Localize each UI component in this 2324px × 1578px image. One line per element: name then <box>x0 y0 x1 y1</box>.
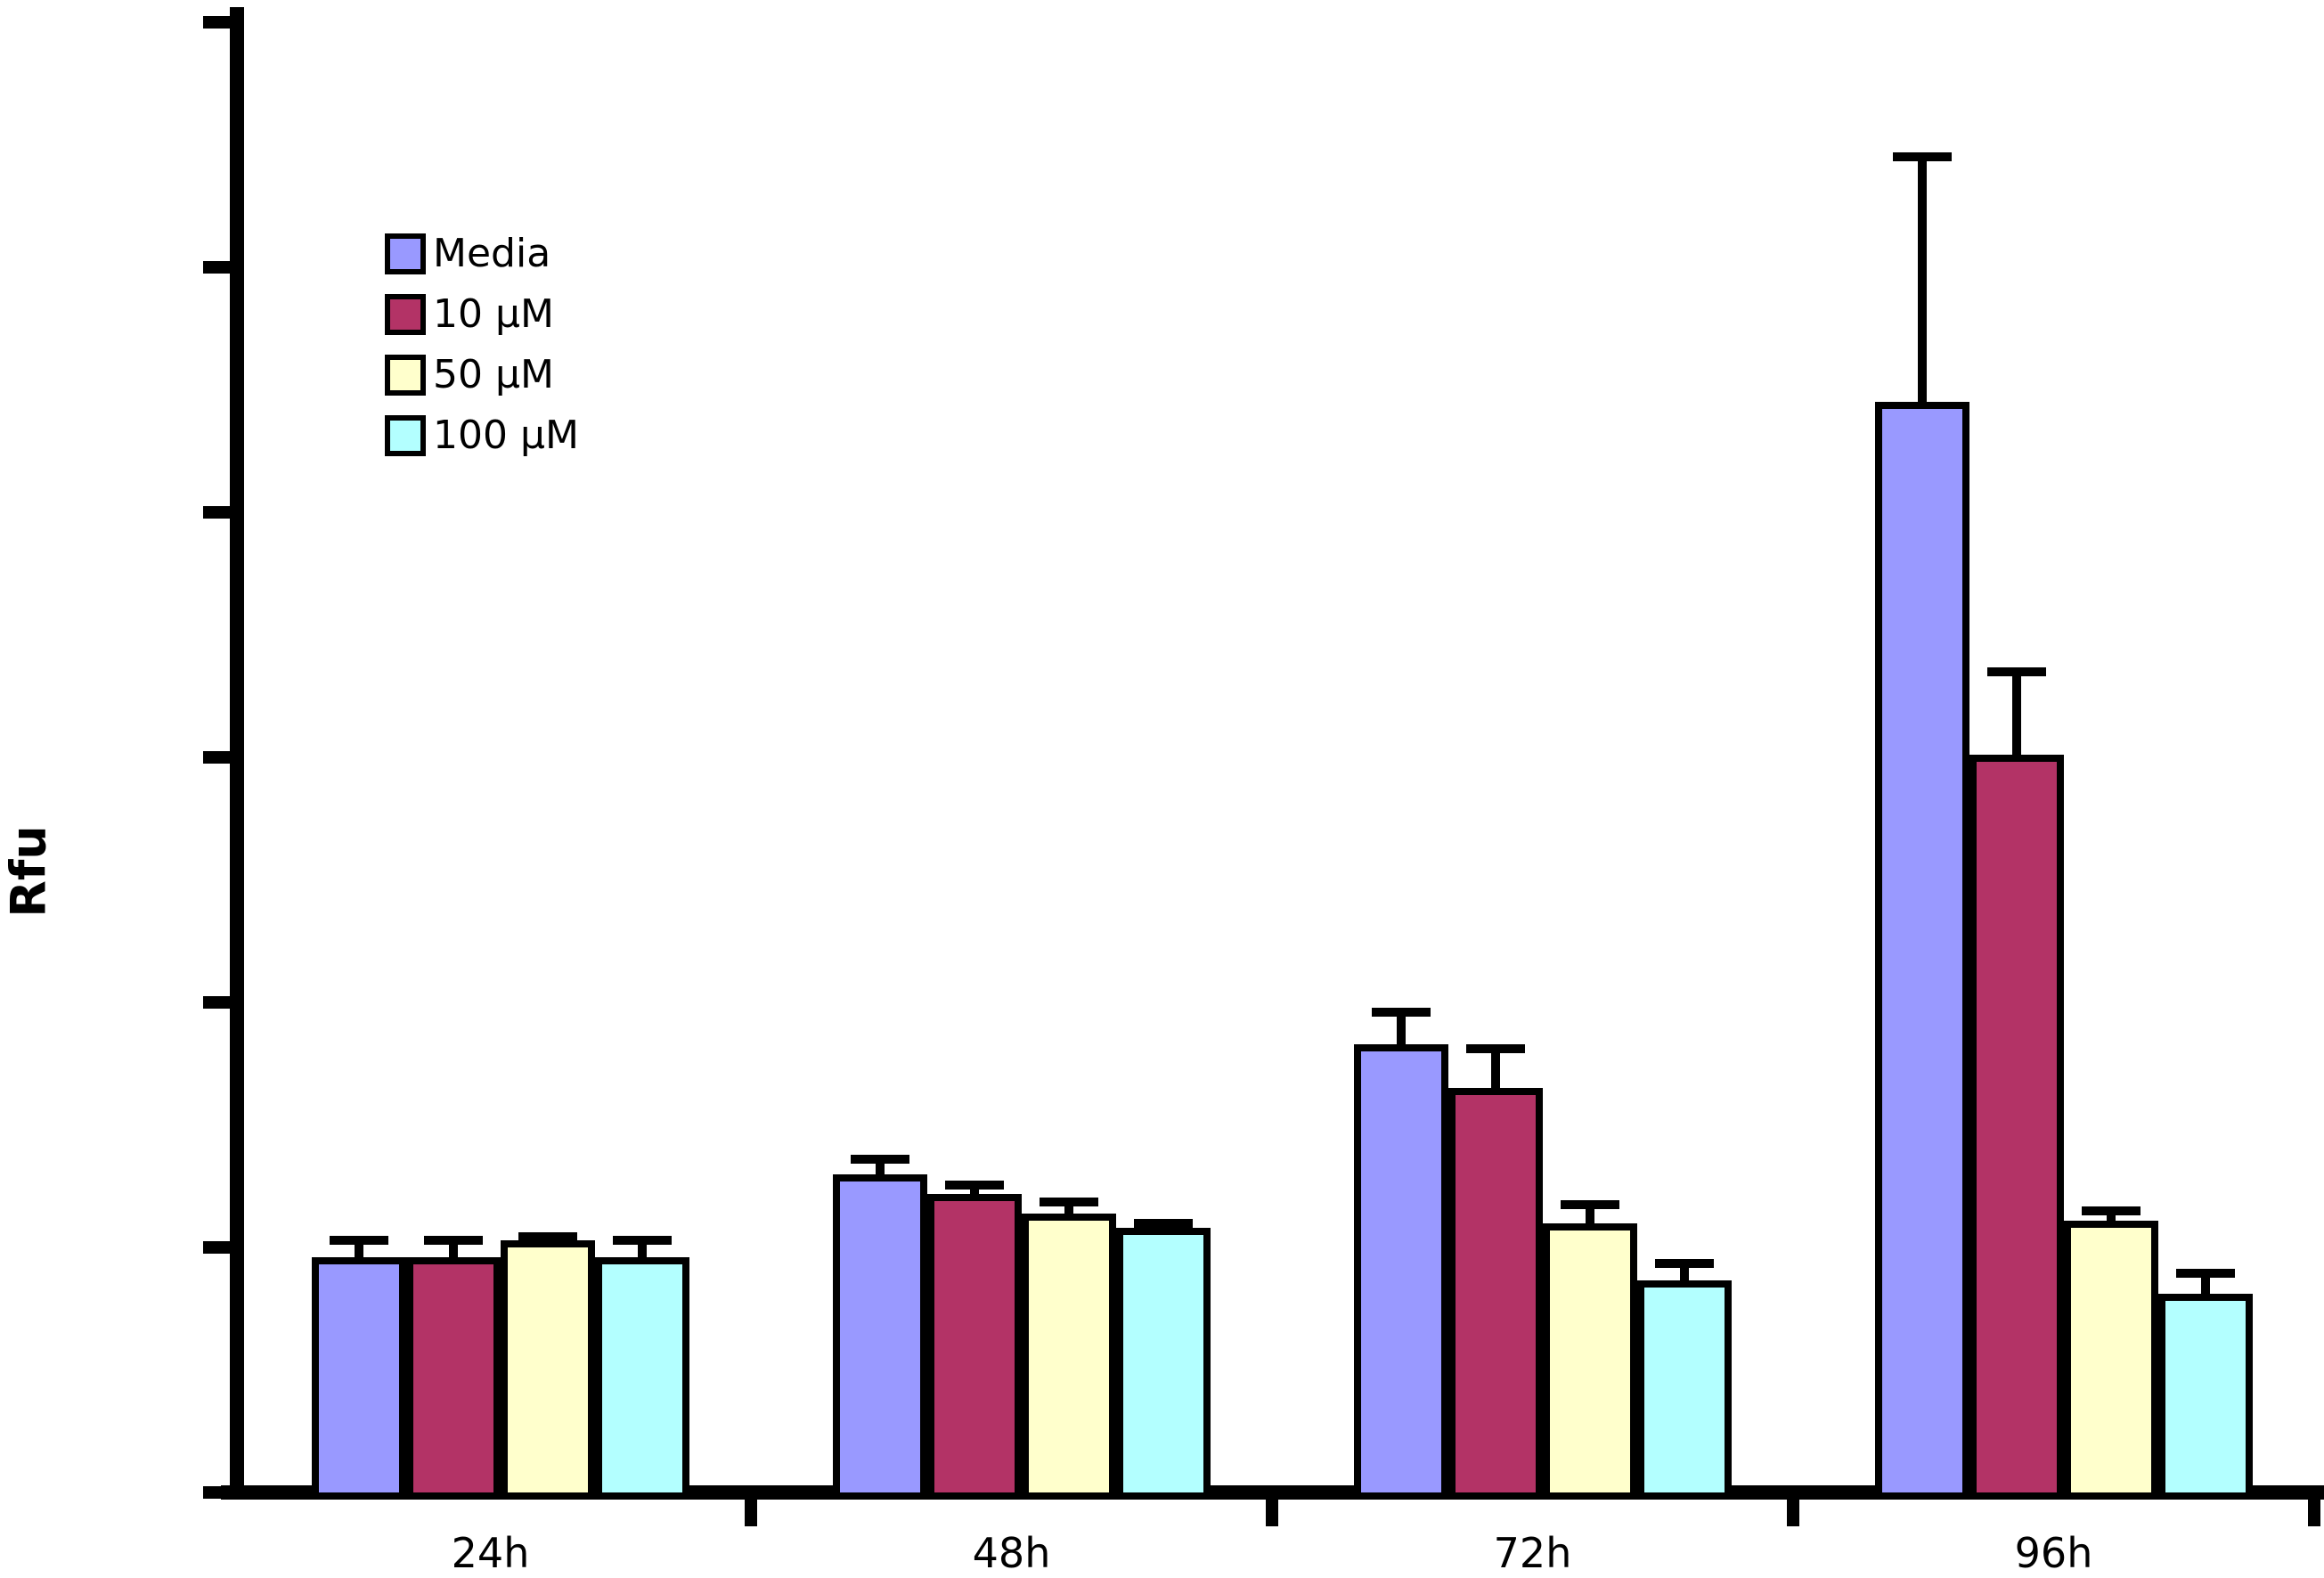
error-bar-cap <box>1987 666 2046 676</box>
y-tick-mark <box>203 506 230 519</box>
error-bar-line <box>2012 671 2021 756</box>
error-bar-cap <box>1893 152 1952 162</box>
y-tick-mark <box>203 1241 230 1254</box>
bar <box>1637 1280 1732 1500</box>
bar <box>1354 1043 1448 1500</box>
error-bar-line <box>638 1239 647 1257</box>
bar <box>1543 1222 1637 1500</box>
legend: Media 10 µM 50 µM 100 µM <box>385 233 579 476</box>
error-bar-line <box>876 1159 885 1174</box>
error-bar-cap <box>613 1235 672 1245</box>
error-bar-cap <box>2176 1268 2235 1278</box>
x-category-label: 96h <box>2014 1529 2093 1577</box>
error-bar-cap <box>1040 1198 1098 1207</box>
error-bar-cap <box>1466 1044 1525 1054</box>
error-bar-line <box>1491 1049 1500 1089</box>
error-bar-cap <box>1372 1008 1431 1017</box>
x-category-label: 72h <box>1493 1529 1572 1577</box>
error-bar-cap <box>1655 1258 1714 1268</box>
bar <box>595 1257 689 1500</box>
y-axis-line <box>230 7 244 1500</box>
error-bar-line <box>449 1239 458 1257</box>
x-category-label: 48h <box>972 1529 1051 1577</box>
bar <box>927 1193 1022 1500</box>
y-axis-title: Rfu <box>0 825 57 918</box>
bar <box>833 1173 927 1500</box>
bar <box>1116 1228 1211 1500</box>
legend-swatch <box>385 294 426 335</box>
y-tick-mark <box>203 1486 230 1499</box>
error-bar-line <box>355 1239 363 1257</box>
error-bar-cap <box>2082 1206 2141 1215</box>
error-bar-line <box>2201 1272 2210 1295</box>
legend-item: 100 µM <box>385 415 579 456</box>
bar <box>1875 402 1969 1500</box>
legend-item: Media <box>385 233 579 274</box>
legend-label: 10 µM <box>433 291 554 337</box>
error-bar-line <box>1064 1202 1073 1214</box>
legend-label: Media <box>433 231 551 276</box>
x-tick-mark <box>745 1500 757 1526</box>
bar <box>406 1257 501 1500</box>
y-tick-mark <box>203 996 230 1009</box>
y-tick-mark <box>203 261 230 274</box>
bar <box>312 1257 406 1500</box>
y-tick-mark <box>203 751 230 764</box>
bar <box>1969 755 2064 1500</box>
bar <box>1448 1088 1543 1500</box>
error-bar-line <box>1586 1204 1594 1223</box>
bar <box>2158 1294 2253 1500</box>
legend-label: 100 µM <box>433 413 579 458</box>
error-bar-line <box>1680 1263 1689 1281</box>
error-bar-cap <box>1561 1199 1619 1209</box>
bar <box>2064 1220 2158 1500</box>
bar <box>501 1239 595 1500</box>
x-tick-mark <box>2308 1500 2320 1526</box>
error-bar-cap <box>330 1235 388 1245</box>
legend-item: 50 µM <box>385 355 579 396</box>
legend-swatch <box>385 355 426 396</box>
legend-item: 10 µM <box>385 294 579 335</box>
error-bar-cap <box>1134 1218 1193 1228</box>
legend-label: 50 µM <box>433 352 554 397</box>
x-axis-line <box>221 1485 2324 1500</box>
x-tick-mark <box>1266 1500 1278 1526</box>
x-category-label: 24h <box>451 1529 530 1577</box>
y-tick-mark <box>203 16 230 29</box>
legend-swatch <box>385 415 426 456</box>
x-tick-mark <box>1787 1500 1799 1526</box>
error-bar-cap <box>945 1180 1004 1190</box>
error-bar-line <box>2107 1210 2116 1221</box>
bar <box>1022 1213 1116 1500</box>
error-bar-cap <box>518 1231 577 1241</box>
error-bar-cap <box>851 1155 909 1164</box>
error-bar-line <box>1397 1012 1406 1044</box>
legend-swatch <box>385 233 426 274</box>
error-bar-line <box>1918 157 1927 403</box>
error-bar-cap <box>424 1235 483 1245</box>
